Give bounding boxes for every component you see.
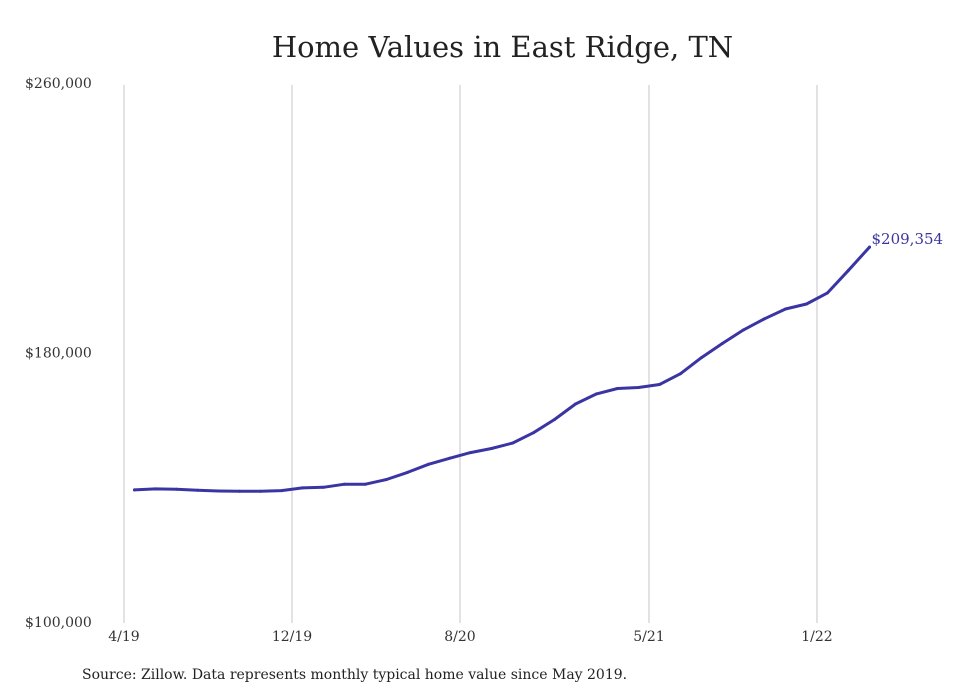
data-point — [238, 489, 241, 493]
data-point — [259, 489, 262, 493]
data-point — [385, 478, 388, 481]
data-point — [679, 372, 682, 376]
data-point — [469, 451, 472, 455]
data-point — [532, 431, 535, 435]
data-point — [763, 317, 766, 321]
data-point — [658, 383, 661, 386]
data-point — [280, 489, 283, 493]
y-tick-label: $180,000 — [25, 346, 92, 362]
x-tick-label: 8/20 — [444, 629, 475, 645]
x-tick-label: 1/22 — [801, 629, 832, 645]
data-point — [217, 489, 220, 493]
data-point — [805, 302, 808, 306]
data-point — [742, 328, 745, 332]
data-point — [406, 470, 409, 474]
data-point — [511, 441, 514, 445]
data-point — [427, 462, 430, 466]
data-point — [364, 482, 367, 486]
data-point — [700, 356, 703, 360]
data-point — [196, 488, 199, 492]
y-tick-label: $100,000 — [25, 615, 92, 631]
data-point — [616, 387, 619, 390]
data-point — [595, 392, 598, 396]
data-point — [322, 485, 325, 489]
chart-title: Home Values in East Ridge, TN — [271, 30, 734, 64]
data-point — [574, 402, 577, 406]
data-point — [637, 386, 640, 389]
data-point — [301, 486, 304, 490]
data-point — [448, 456, 451, 460]
data-point — [343, 482, 346, 486]
data-point — [154, 487, 157, 491]
data-point — [826, 291, 829, 295]
x-tick-label: 5/21 — [633, 629, 664, 645]
x-tick-label: 12/19 — [272, 629, 312, 645]
y-tick-label: $260,000 — [25, 76, 92, 92]
data-point — [553, 418, 556, 421]
x-tick-label: 4/19 — [108, 629, 139, 645]
data-point — [784, 307, 787, 311]
data-point — [490, 447, 493, 450]
data-point — [133, 488, 136, 492]
data-point — [721, 341, 724, 345]
data-point — [175, 487, 178, 491]
end-value-label: $209,354 — [872, 230, 944, 248]
series-line — [133, 245, 871, 493]
data-point — [847, 268, 850, 272]
source-note: Source: Zillow. Data represents monthly … — [82, 667, 628, 683]
data-point — [868, 245, 871, 249]
